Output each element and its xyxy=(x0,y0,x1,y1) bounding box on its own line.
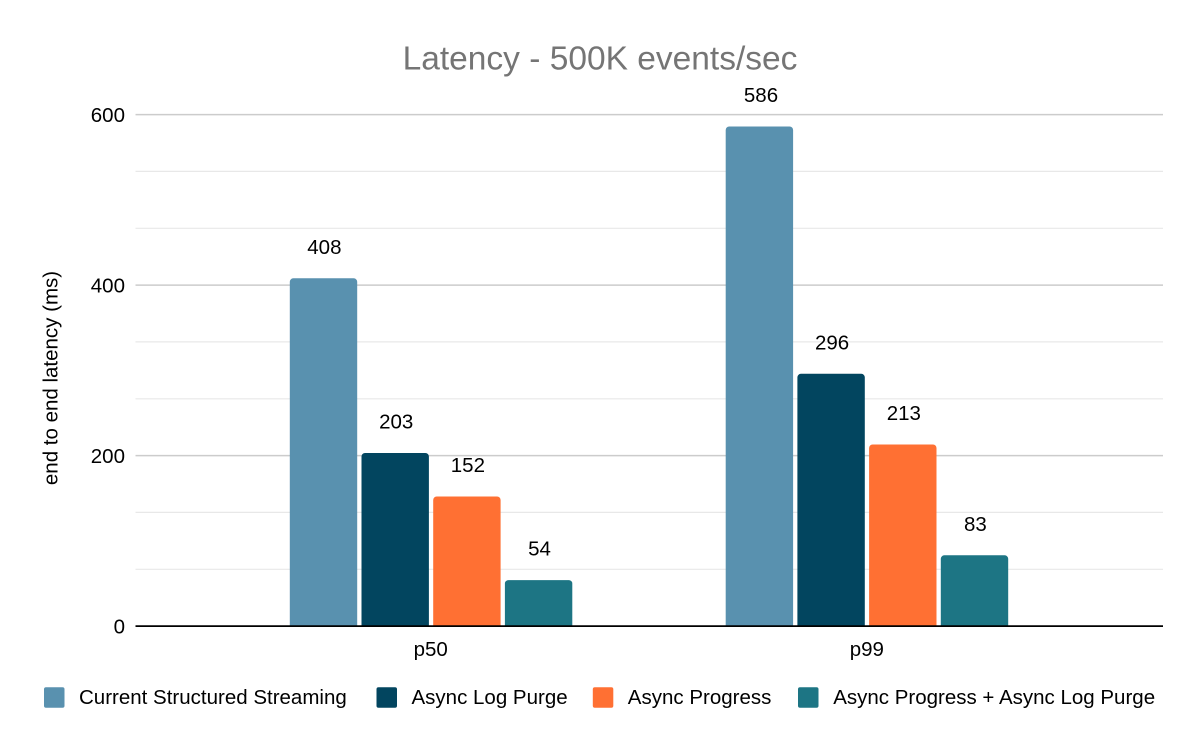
svg-text:213: 213 xyxy=(887,402,921,425)
svg-text:Async Progress: Async Progress xyxy=(628,686,772,709)
svg-text:600: 600 xyxy=(91,104,125,127)
svg-text:end to end latency (ms): end to end latency (ms) xyxy=(40,271,63,485)
svg-text:Async Progress + Async Log Pur: Async Progress + Async Log Purge xyxy=(833,686,1155,709)
svg-text:p50: p50 xyxy=(414,638,448,661)
svg-text:54: 54 xyxy=(528,538,551,561)
svg-text:200: 200 xyxy=(91,445,125,468)
svg-text:83: 83 xyxy=(964,513,987,536)
svg-text:p99: p99 xyxy=(850,638,884,661)
svg-text:152: 152 xyxy=(451,454,485,477)
svg-text:Async Log Purge: Async Log Purge xyxy=(412,686,568,709)
svg-text:296: 296 xyxy=(815,331,849,354)
svg-text:Current Structured Streaming: Current Structured Streaming xyxy=(79,686,347,709)
svg-text:408: 408 xyxy=(307,236,341,259)
svg-text:Latency - 500K events/sec: Latency - 500K events/sec xyxy=(403,41,798,78)
svg-text:203: 203 xyxy=(379,411,413,434)
svg-text:0: 0 xyxy=(114,616,125,639)
svg-text:586: 586 xyxy=(744,84,778,107)
svg-text:400: 400 xyxy=(91,275,125,298)
